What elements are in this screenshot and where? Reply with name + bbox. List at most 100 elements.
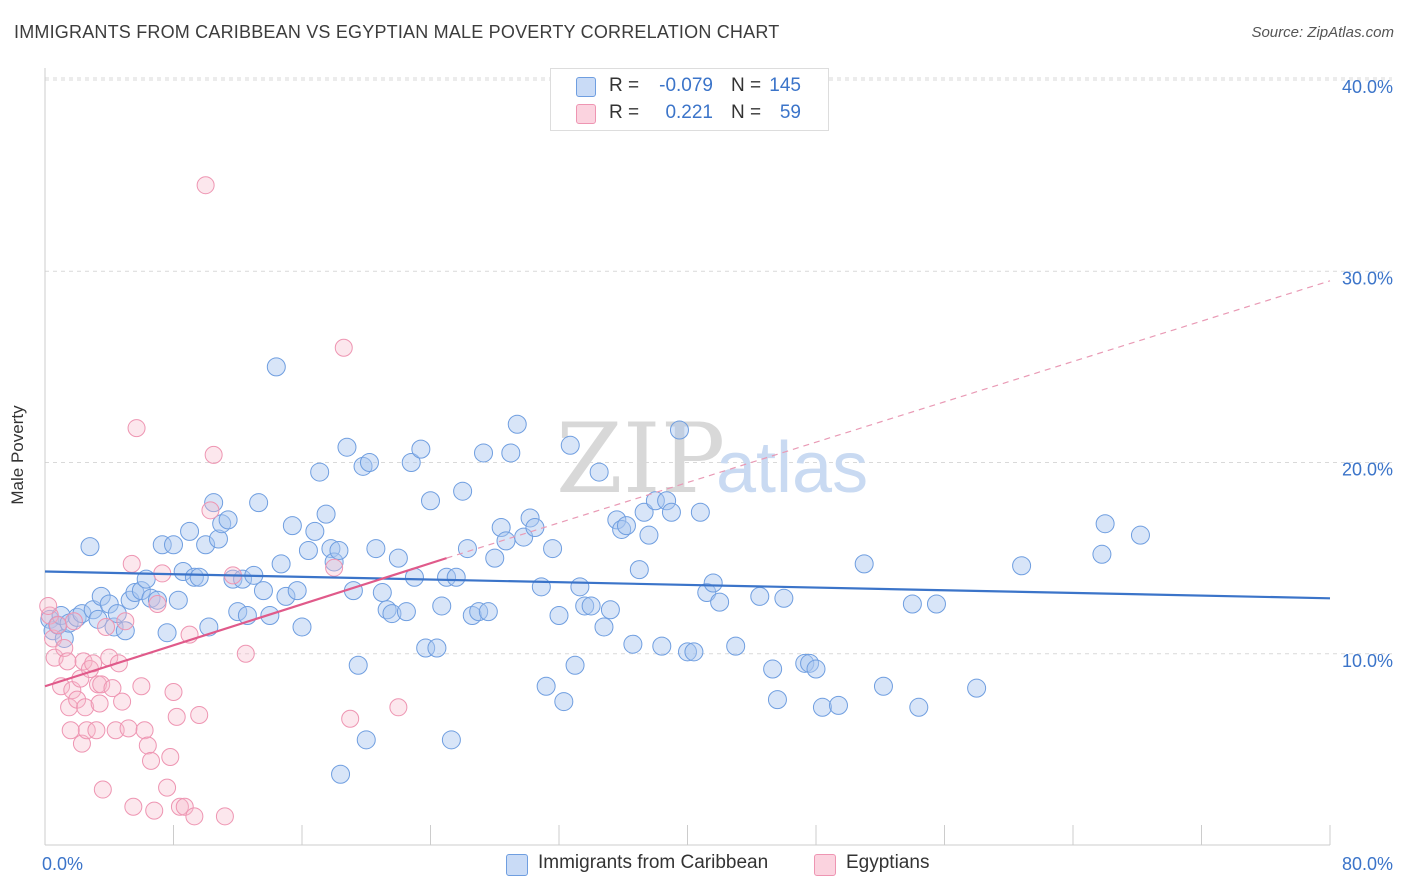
caribbean-point — [218, 510, 238, 530]
egyptian-point — [148, 595, 167, 614]
caribbean-point — [152, 535, 172, 555]
caribbean-point — [1092, 544, 1112, 564]
egyptian-point — [93, 780, 112, 799]
egyptian-point — [64, 612, 83, 631]
caribbean-point — [531, 577, 551, 597]
caribbean-point — [926, 594, 946, 614]
caribbean-point — [292, 617, 312, 637]
caribbean-point — [310, 462, 330, 482]
caribbean-point — [359, 453, 379, 472]
caribbean-point — [669, 420, 689, 440]
legend-swatch-caribbean — [506, 854, 528, 876]
caribbean-point — [441, 730, 461, 750]
caribbean-point — [331, 764, 351, 784]
caribbean-point — [795, 653, 815, 673]
caribbean-point — [520, 508, 540, 528]
caribbean-point — [287, 581, 307, 601]
y-tick-label: 20.0% — [1342, 460, 1393, 480]
caribbean-point — [453, 481, 473, 501]
caribbean-point — [806, 659, 826, 679]
caribbean-point — [366, 539, 386, 559]
y-tick-label: 30.0% — [1342, 268, 1393, 288]
caribbean-point — [446, 567, 466, 587]
caribbean-point — [697, 583, 717, 603]
caribbean-point — [416, 638, 436, 658]
caribbean-point — [645, 491, 665, 511]
caribbean-point — [575, 596, 595, 616]
egyptian-point — [201, 501, 220, 520]
caribbean-point — [570, 577, 590, 597]
legend-row-egyptians: R = 0.221 N = 59 — [551, 102, 828, 128]
legend-row-caribbean: R = -0.079 N = 145 — [551, 75, 828, 101]
caribbean-point — [356, 730, 376, 750]
caribbean-point — [208, 529, 228, 549]
watermark-zip: ZIP — [556, 403, 725, 515]
x-tick-label: 80.0% — [1342, 854, 1393, 874]
legend-n-label: N = — [731, 75, 762, 96]
egyptian-point — [72, 734, 91, 753]
egyptian-point — [116, 612, 135, 631]
egyptian-point — [138, 736, 157, 755]
caribbean-point — [507, 414, 527, 434]
egyptian-point — [164, 683, 183, 701]
caribbean-point — [616, 516, 636, 536]
egyptian-point — [127, 419, 146, 438]
caribbean-point — [168, 590, 188, 610]
egyptian-point — [215, 807, 234, 826]
caribbean-point — [657, 491, 677, 511]
legend-r-value: 0.221 — [665, 102, 713, 123]
caribbean-point — [623, 634, 643, 654]
caribbean-point — [634, 502, 654, 522]
caribbean-point — [305, 521, 325, 541]
caribbean-point — [437, 567, 457, 587]
egyptian-point — [341, 709, 360, 728]
caribbean-point — [1012, 556, 1032, 576]
caribbean-point — [131, 581, 151, 601]
caribbean-point — [427, 638, 447, 658]
caribbean-point — [909, 697, 929, 717]
egyptian-point — [39, 596, 58, 615]
y-axis-label: Male Poverty — [8, 405, 27, 505]
caribbean-point — [115, 621, 135, 641]
legend-swatch-egyptians — [576, 104, 596, 124]
trend-layer — [44, 280, 1331, 688]
egyptian-point — [175, 797, 194, 816]
caribbean-point — [164, 535, 183, 555]
caribbean-point — [639, 525, 659, 545]
legend-swatch-egyptians — [814, 854, 836, 876]
caribbean-point — [854, 554, 874, 574]
caribbean-point — [474, 443, 494, 463]
points-layer — [39, 176, 1150, 826]
y-tick-label: 40.0% — [1342, 77, 1393, 97]
watermark: ZIP atlas — [556, 403, 868, 515]
caribbean-point — [282, 516, 302, 536]
caribbean-point — [750, 586, 770, 606]
caribbean-point — [372, 583, 392, 603]
egyptian-point — [236, 644, 255, 663]
egyptian-point — [92, 675, 111, 694]
legend-n-label: N = — [731, 102, 762, 123]
caribbean-point — [767, 690, 787, 710]
caribbean-point — [196, 535, 216, 555]
egyptian-point — [48, 616, 67, 635]
caribbean-point — [774, 588, 794, 608]
caribbean-point — [661, 502, 681, 522]
caribbean-point — [184, 567, 204, 587]
caribbean-trend-line — [44, 570, 1331, 600]
caribbean-point — [565, 655, 585, 675]
egyptian-point — [119, 719, 138, 738]
caribbean-point — [457, 539, 477, 559]
egyptian-point — [190, 705, 209, 724]
caribbean-point — [157, 623, 177, 643]
grid-layer — [45, 77, 1392, 655]
egyptian-point — [185, 807, 204, 826]
egyptian-point — [167, 707, 186, 726]
caribbean-point — [298, 540, 318, 560]
caribbean-point — [271, 554, 291, 574]
egyptian-point — [124, 797, 143, 816]
caribbean-point — [581, 596, 601, 616]
caribbean-point — [525, 518, 545, 538]
caribbean-point — [812, 697, 832, 717]
caribbean-point — [180, 521, 200, 541]
